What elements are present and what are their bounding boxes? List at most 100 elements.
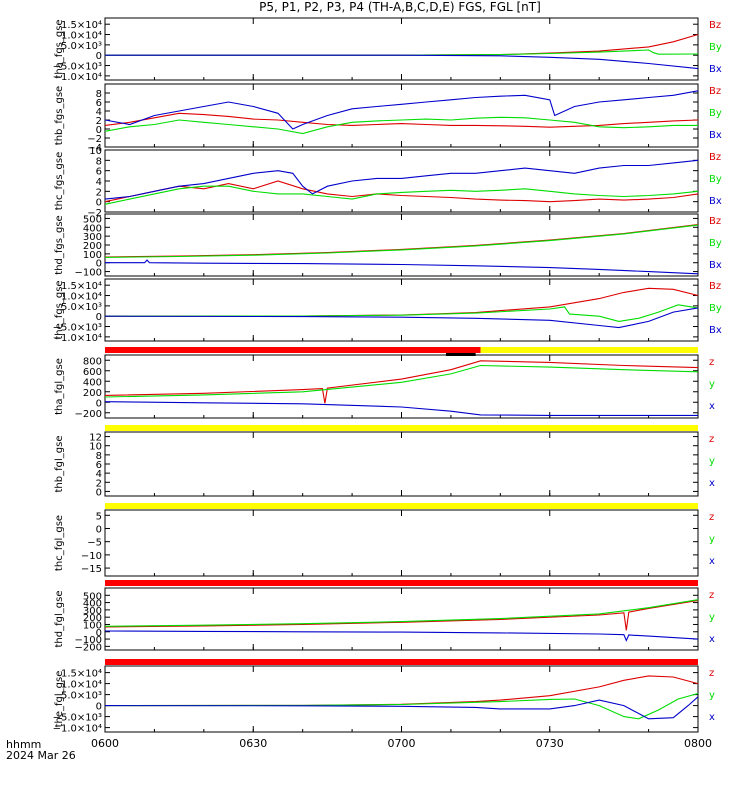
flag-bar-2 [105, 503, 698, 509]
y-axis-label-thc_fgl: thc_fgl_gse [54, 515, 65, 571]
series-line-z-thd_fgl [104, 599, 699, 631]
flag-bar-0 [445, 353, 476, 356]
y-tick-label-the_fgs: 1.5×10⁴ [61, 281, 102, 292]
series-line-Bx-thd_fgs [105, 259, 699, 275]
y-tick-label-thd_fgl: 500 [83, 591, 102, 602]
series-line-Bz-thc_fgs [104, 180, 699, 203]
series-line-y-tha_fgl [104, 364, 699, 398]
y-axis-label-the_fgl: the_fgl_gse [54, 671, 65, 728]
y-tick-label-thd_fgl: −200 [75, 642, 102, 653]
y-tick-label-thd_fgs: 0 [96, 259, 102, 270]
y-tick-label-thc_fgs: 8 [96, 156, 102, 167]
y-tick-label-the_fgl: 5.0×10³ [61, 691, 102, 702]
legend-Bz-thb_fgs: Bz [709, 86, 721, 97]
series-line-Bx-thb_fgs [104, 90, 699, 130]
y-tick-label-thb_fgs: 0 [96, 125, 102, 136]
chart-title: P5, P1, P2, P3, P4 (TH-A,B,C,D,E) FGS, F… [259, 0, 541, 14]
legend-y-tha_fgl: y [709, 379, 715, 390]
y-axis-label-thd_fgl: thd_fgl_gse [54, 591, 65, 648]
y-axis-label-thd_fgs: thd_fgs_gse [54, 215, 65, 274]
series-line-x-thd_fgl [104, 630, 699, 642]
legend-z-tha_fgl: z [709, 357, 714, 368]
legend-y-thc_fgl: y [709, 534, 715, 545]
flag-bar-3 [105, 580, 698, 586]
y-tick-label-thc_fgs: 10 [89, 146, 102, 157]
legend-x-tha_fgl: x [709, 401, 715, 412]
panel-frame-thb_fgl [104, 431, 699, 497]
legend-Bz-thc_fgs: Bz [709, 152, 721, 163]
flag-bar-0 [105, 347, 481, 353]
y-tick-label-tha_fgs: 0 [96, 51, 102, 62]
y-tick-label-tha_fgl: 600 [83, 367, 102, 378]
panel-frame-the_fgl [104, 665, 699, 733]
legend-Bx-tha_fgs: Bx [709, 64, 722, 75]
series-line-By-thd_fgs [104, 224, 699, 258]
x-tick-label: 0630 [239, 737, 267, 750]
series-line-Bz-thb_fgs [104, 112, 699, 128]
y-axis-label-tha_fgs: tha_fgs_gse [54, 19, 65, 78]
panel-frame-thc_fgs [104, 149, 699, 213]
y-tick-label-the_fgs: −5.0×10³ [53, 323, 102, 334]
y-tick-label-thd_fgl: 400 [83, 599, 102, 610]
legend-x-the_fgl: x [709, 712, 715, 723]
series-line-y-the_fgl [104, 692, 699, 720]
legend-Bx-the_fgs: Bx [709, 325, 722, 336]
y-tick-label-thd_fgs: 400 [83, 223, 102, 234]
x-tick-label: 0800 [684, 737, 712, 750]
y-tick-label-thd_fgl: 200 [83, 613, 102, 624]
y-tick-label-thd_fgs: 300 [83, 232, 102, 243]
y-tick-label-thb_fgl: 10 [89, 442, 102, 453]
y-tick-label-the_fgl: 1.0×10⁴ [61, 680, 102, 691]
series-line-By-thb_fgs [104, 116, 698, 135]
y-axis-label-thb_fgl: thb_fgl_gse [54, 436, 65, 493]
legend-Bx-thb_fgs: Bx [709, 130, 722, 141]
legend-y-thb_fgl: y [709, 456, 715, 467]
y-tick-label-tha_fgl: 800 [83, 356, 102, 367]
legend-By-thd_fgs: By [709, 238, 722, 249]
panel-frame-thb_fgs [104, 83, 699, 148]
y-tick-label-the_fgs: −1.0×10⁴ [53, 333, 102, 344]
series-line-Bz-the_fgs [104, 287, 699, 317]
y-tick-label-thc_fgl: −10 [81, 551, 102, 562]
y-tick-label-tha_fgl: 400 [83, 377, 102, 388]
series-line-Bx-tha_fgs [105, 54, 699, 70]
legend-By-tha_fgs: By [709, 42, 722, 53]
legend-y-thd_fgl: y [709, 612, 715, 623]
series-line-z-the_fgl [104, 675, 699, 707]
date-label: 2024 Mar 26 [6, 749, 76, 762]
panel-frame-tha_fgs [104, 17, 699, 81]
y-axis-label-tha_fgl: tha_fgl_gse [54, 358, 65, 415]
y-tick-label-thc_fgl: 5 [96, 511, 102, 522]
legend-Bz-tha_fgs: Bz [709, 20, 721, 31]
y-tick-label-thb_fgl: 0 [96, 487, 102, 498]
y-tick-label-thd_fgs: 200 [83, 241, 102, 252]
y-tick-label-thd_fgs: 500 [83, 214, 102, 225]
y-tick-label-tha_fgl: 0 [96, 398, 102, 409]
panel-frame-thc_fgl [104, 509, 699, 577]
y-axis-label-thc_fgs: thc_fgs_gse [54, 152, 65, 211]
series-line-y-thd_fgl [104, 599, 699, 627]
y-tick-label-thc_fgs: 2 [96, 187, 102, 198]
y-tick-label-thb_fgl: 2 [96, 478, 102, 489]
series-line-x-tha_fgl [104, 401, 698, 416]
y-tick-label-the_fgs: 5.0×10³ [61, 302, 102, 313]
y-tick-label-thd_fgl: 0 [96, 628, 102, 639]
y-tick-label-thb_fgs: −2 [87, 134, 102, 145]
legend-z-the_fgl: z [709, 668, 714, 679]
legend-z-thc_fgl: z [709, 512, 714, 523]
y-tick-label-the_fgs: 1.0×10⁴ [61, 292, 102, 303]
series-line-By-the_fgs [104, 304, 699, 322]
y-tick-label-thc_fgs: −2 [87, 208, 102, 219]
y-tick-label-thc_fgs: 4 [96, 177, 102, 188]
series-line-By-thc_fgs [104, 185, 699, 205]
y-tick-label-tha_fgs: −1.0×10⁴ [53, 72, 102, 83]
legend-x-thb_fgl: x [709, 478, 715, 489]
y-tick-label-thb_fgl: 12 [89, 433, 102, 444]
flag-bar-1 [105, 425, 698, 431]
legend-z-thb_fgl: z [709, 434, 714, 445]
y-tick-label-thb_fgl: 6 [96, 460, 102, 471]
y-tick-label-the_fgl: −5.0×10³ [53, 713, 102, 724]
y-tick-label-thc_fgl: 0 [96, 524, 102, 535]
y-tick-label-the_fgl: −1.0×10⁴ [53, 724, 102, 735]
panel-frame-the_fgs [104, 278, 699, 342]
